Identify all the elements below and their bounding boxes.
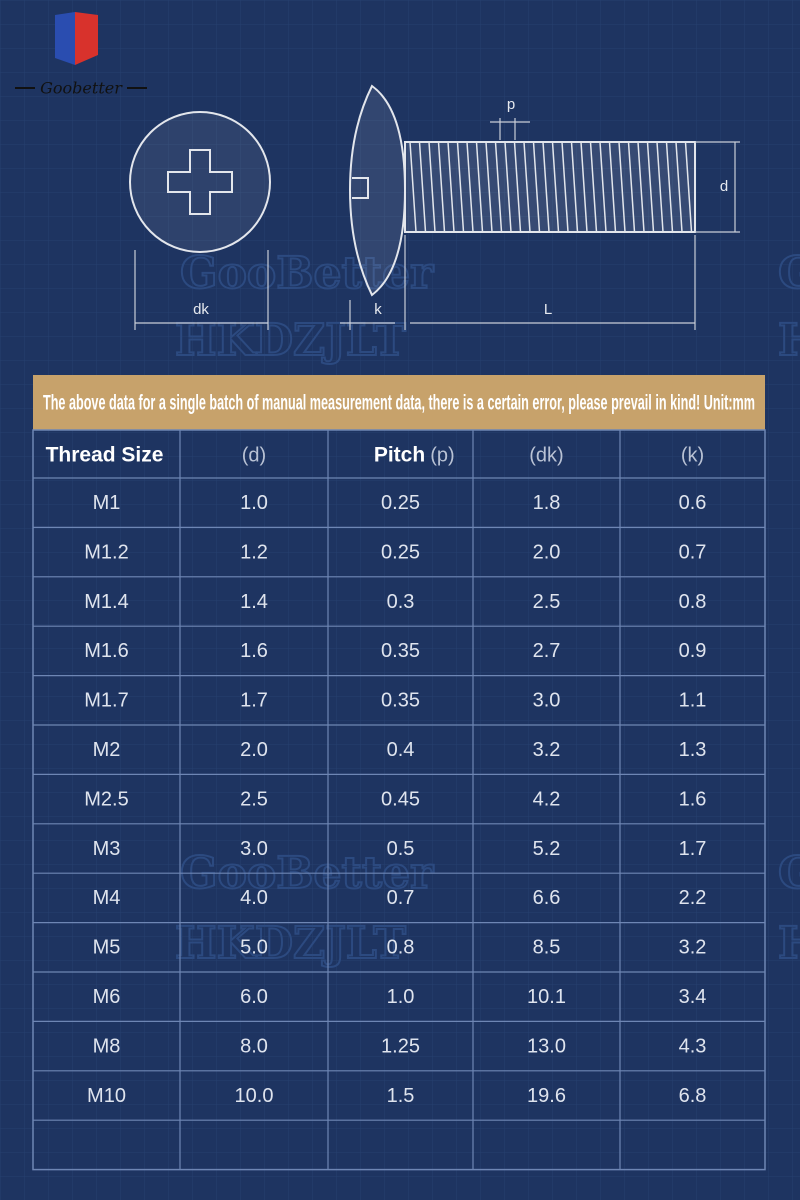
table-cell: 6.6 <box>533 887 561 909</box>
table-cell: 1.25 <box>381 1035 420 1057</box>
logo: Goobetter <box>15 12 147 98</box>
table-cell: 3.2 <box>533 739 561 761</box>
dim-label: d <box>720 178 728 195</box>
table-cell: 3.0 <box>533 690 561 712</box>
table-cell: M1.7 <box>84 690 128 712</box>
table-cell: 1.3 <box>679 739 707 761</box>
banner <box>33 375 765 430</box>
table-cell: M5 <box>93 937 121 959</box>
table-cell: 2.0 <box>533 541 561 563</box>
table-cell: 0.35 <box>381 690 420 712</box>
table-cell: 4.3 <box>679 1035 707 1057</box>
table-cell: 1.1 <box>679 690 707 712</box>
header-cell: Pitch <box>374 444 425 467</box>
table-cell: M10 <box>87 1085 126 1107</box>
banner-text: The above data for a single batch of man… <box>43 392 755 415</box>
table-cell: 3.0 <box>240 838 268 860</box>
table-cell: 8.5 <box>533 937 561 959</box>
table-cell: 6.8 <box>679 1085 707 1107</box>
table-cell: M1.6 <box>84 640 128 662</box>
dim-label: L <box>544 301 552 318</box>
table-cell: 0.5 <box>387 838 415 860</box>
header-cell: (p) <box>430 444 454 466</box>
table-cell: 0.8 <box>679 591 707 613</box>
table-cell: 19.6 <box>527 1085 566 1107</box>
table-cell: 0.7 <box>387 887 415 909</box>
watermark: HKDZJLT <box>778 918 800 969</box>
table-cell: 1.2 <box>240 541 268 563</box>
table: Thread Size (d) Pitch (p) (dk) (k) M1 1.0 0.25 1.… <box>32 429 766 1171</box>
table-cell: 13.0 <box>527 1035 566 1057</box>
table-cell: M3 <box>93 838 121 860</box>
table-cell: 0.35 <box>381 640 420 662</box>
table-cell: 0.4 <box>387 739 415 761</box>
table-cell: 10.1 <box>527 986 566 1008</box>
table-cell: 10.0 <box>235 1085 274 1107</box>
dim-label: dk <box>193 301 209 318</box>
table-cell: 0.7 <box>679 541 707 563</box>
table-cell: 1.6 <box>679 788 707 810</box>
table-cell: 6.0 <box>240 986 268 1008</box>
table-cell: 1.0 <box>240 492 268 514</box>
table-cell: 3.4 <box>679 986 707 1008</box>
table-cell: 3.2 <box>679 937 707 959</box>
table-cell: 8.0 <box>240 1035 268 1057</box>
table-cell: 0.3 <box>387 591 415 613</box>
table-cell: 1.0 <box>387 986 415 1008</box>
header-cell: (dk) <box>529 444 563 466</box>
table-cell: M6 <box>93 986 121 1008</box>
table-cell: 0.9 <box>679 640 707 662</box>
table-cell: M1.2 <box>84 541 128 563</box>
table-cell: 5.2 <box>533 838 561 860</box>
watermark: HKDZJLT <box>778 315 800 366</box>
table-cell: 4.0 <box>240 887 268 909</box>
table-cell: 0.25 <box>381 492 420 514</box>
dim-label: k <box>374 301 382 318</box>
watermark: GooBetter <box>180 248 434 299</box>
table-cell: M4 <box>93 887 121 909</box>
watermark: HKDZJLT <box>175 918 406 969</box>
table-cell: 5.0 <box>240 937 268 959</box>
table-cell: 1.8 <box>533 492 561 514</box>
header-cell: (d) <box>242 444 266 466</box>
table-frame <box>32 429 766 1171</box>
table-cell: 1.6 <box>240 640 268 662</box>
table-cell: 2.5 <box>240 788 268 810</box>
screw-diagram: dk k L d p <box>129 84 740 330</box>
table-cell: M2.5 <box>84 788 128 810</box>
table-cell: 0.25 <box>381 541 420 563</box>
table-cell: 2.7 <box>533 640 561 662</box>
watermark: GooBetter <box>778 248 800 299</box>
table-cell: 0.8 <box>387 937 415 959</box>
table-cell: 1.5 <box>387 1085 415 1107</box>
table-cell: 1.4 <box>240 591 268 613</box>
watermark: GooBetter <box>778 848 800 899</box>
table-cell: M1.4 <box>84 591 128 613</box>
table-cell: 0.6 <box>679 492 707 514</box>
table-cell: M8 <box>93 1035 121 1057</box>
table-cell: 2.5 <box>533 591 561 613</box>
dim-label: p <box>507 96 515 113</box>
table-cell: M1 <box>93 492 121 514</box>
header-cell: Thread Size <box>46 444 164 467</box>
logo-text: Goobetter <box>40 79 123 98</box>
table-cell: 4.2 <box>533 788 561 810</box>
table-cell: M2 <box>93 739 121 761</box>
table-cell: 1.7 <box>240 690 268 712</box>
table-cell: 2.2 <box>679 887 707 909</box>
header-cell: (k) <box>681 444 704 466</box>
table-cell: 0.45 <box>381 788 420 810</box>
table-cell: 2.0 <box>240 739 268 761</box>
table-cell: 1.7 <box>679 838 707 860</box>
